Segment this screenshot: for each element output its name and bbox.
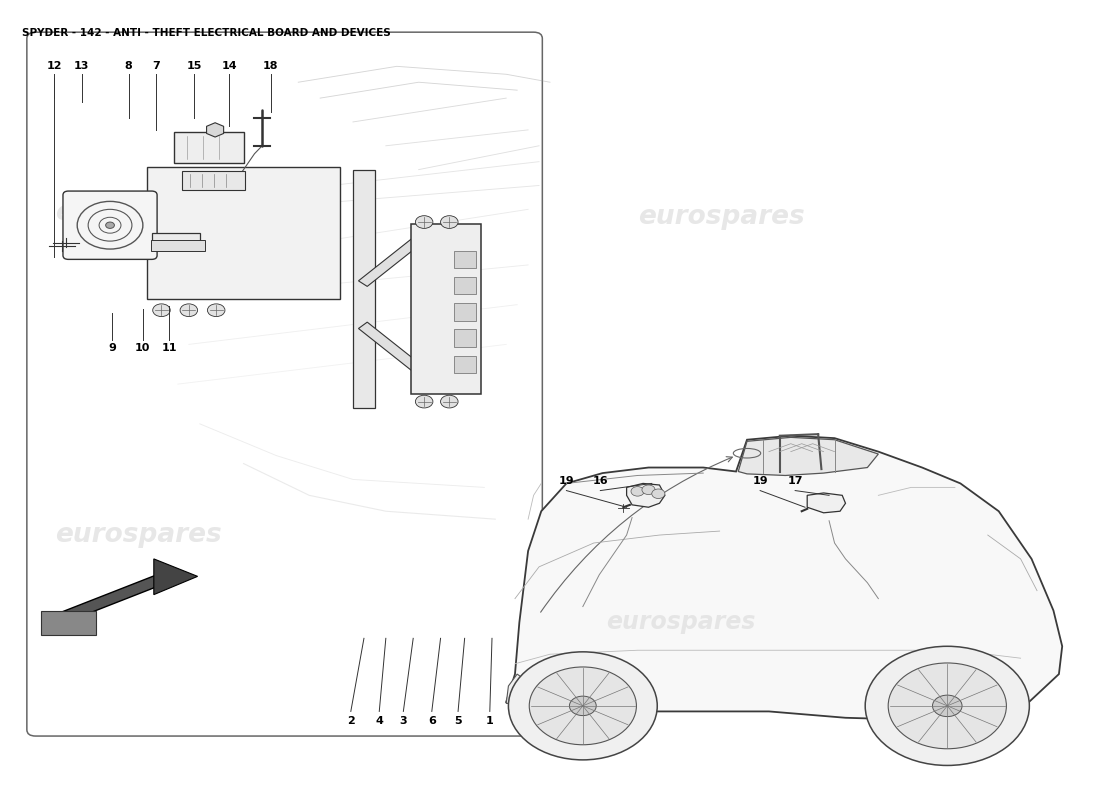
FancyBboxPatch shape — [411, 224, 481, 394]
Circle shape — [570, 696, 596, 715]
FancyBboxPatch shape — [63, 191, 157, 259]
Polygon shape — [353, 170, 375, 408]
Text: 8: 8 — [124, 62, 132, 71]
Text: 19: 19 — [752, 476, 768, 486]
FancyBboxPatch shape — [453, 355, 475, 373]
Circle shape — [529, 667, 637, 745]
Text: 10: 10 — [135, 343, 151, 354]
Polygon shape — [807, 493, 846, 513]
Text: eurospares: eurospares — [55, 522, 222, 548]
Polygon shape — [359, 233, 428, 286]
FancyBboxPatch shape — [453, 330, 475, 346]
Polygon shape — [627, 483, 664, 507]
Text: SPYDER - 142 - ANTI - THEFT ELECTRICAL BOARD AND DEVICES: SPYDER - 142 - ANTI - THEFT ELECTRICAL B… — [22, 28, 392, 38]
Polygon shape — [154, 559, 198, 594]
FancyBboxPatch shape — [183, 171, 244, 190]
Circle shape — [208, 304, 226, 317]
Text: 9: 9 — [108, 343, 117, 354]
Text: eurospares: eurospares — [55, 200, 222, 226]
FancyBboxPatch shape — [174, 132, 243, 163]
Circle shape — [888, 663, 1006, 749]
Circle shape — [631, 486, 645, 496]
Circle shape — [441, 216, 458, 229]
FancyBboxPatch shape — [151, 240, 206, 251]
Text: 13: 13 — [74, 62, 89, 71]
Circle shape — [508, 652, 658, 760]
Text: 19: 19 — [559, 476, 574, 486]
Text: 16: 16 — [593, 476, 608, 486]
Circle shape — [416, 395, 433, 408]
FancyBboxPatch shape — [453, 303, 475, 321]
FancyBboxPatch shape — [453, 250, 475, 268]
Polygon shape — [207, 122, 223, 137]
Circle shape — [416, 216, 433, 229]
FancyBboxPatch shape — [26, 32, 542, 736]
Circle shape — [933, 695, 962, 717]
Text: 11: 11 — [162, 343, 177, 354]
Text: 7: 7 — [152, 62, 160, 71]
FancyBboxPatch shape — [453, 277, 475, 294]
Text: 1: 1 — [486, 716, 494, 726]
FancyBboxPatch shape — [147, 167, 340, 299]
Circle shape — [441, 395, 458, 408]
Circle shape — [180, 304, 198, 317]
Text: 2: 2 — [346, 716, 354, 726]
Text: 14: 14 — [221, 62, 238, 71]
Circle shape — [652, 489, 664, 498]
FancyBboxPatch shape — [41, 611, 96, 635]
Circle shape — [106, 222, 114, 229]
Text: eurospares: eurospares — [606, 610, 756, 634]
Polygon shape — [506, 436, 1063, 719]
Text: 15: 15 — [187, 62, 202, 71]
Text: 12: 12 — [46, 62, 62, 71]
Text: 5: 5 — [454, 716, 462, 726]
Circle shape — [866, 646, 1030, 766]
Text: 6: 6 — [428, 716, 436, 726]
Polygon shape — [359, 322, 428, 376]
Text: 4: 4 — [375, 716, 383, 726]
Polygon shape — [55, 571, 167, 626]
Text: 17: 17 — [788, 476, 803, 486]
Circle shape — [153, 304, 170, 317]
Polygon shape — [152, 233, 200, 241]
Text: 3: 3 — [399, 716, 407, 726]
Polygon shape — [738, 438, 878, 475]
Text: 18: 18 — [263, 62, 278, 71]
Text: eurospares: eurospares — [638, 204, 804, 230]
Polygon shape — [506, 674, 528, 703]
Circle shape — [642, 485, 656, 494]
